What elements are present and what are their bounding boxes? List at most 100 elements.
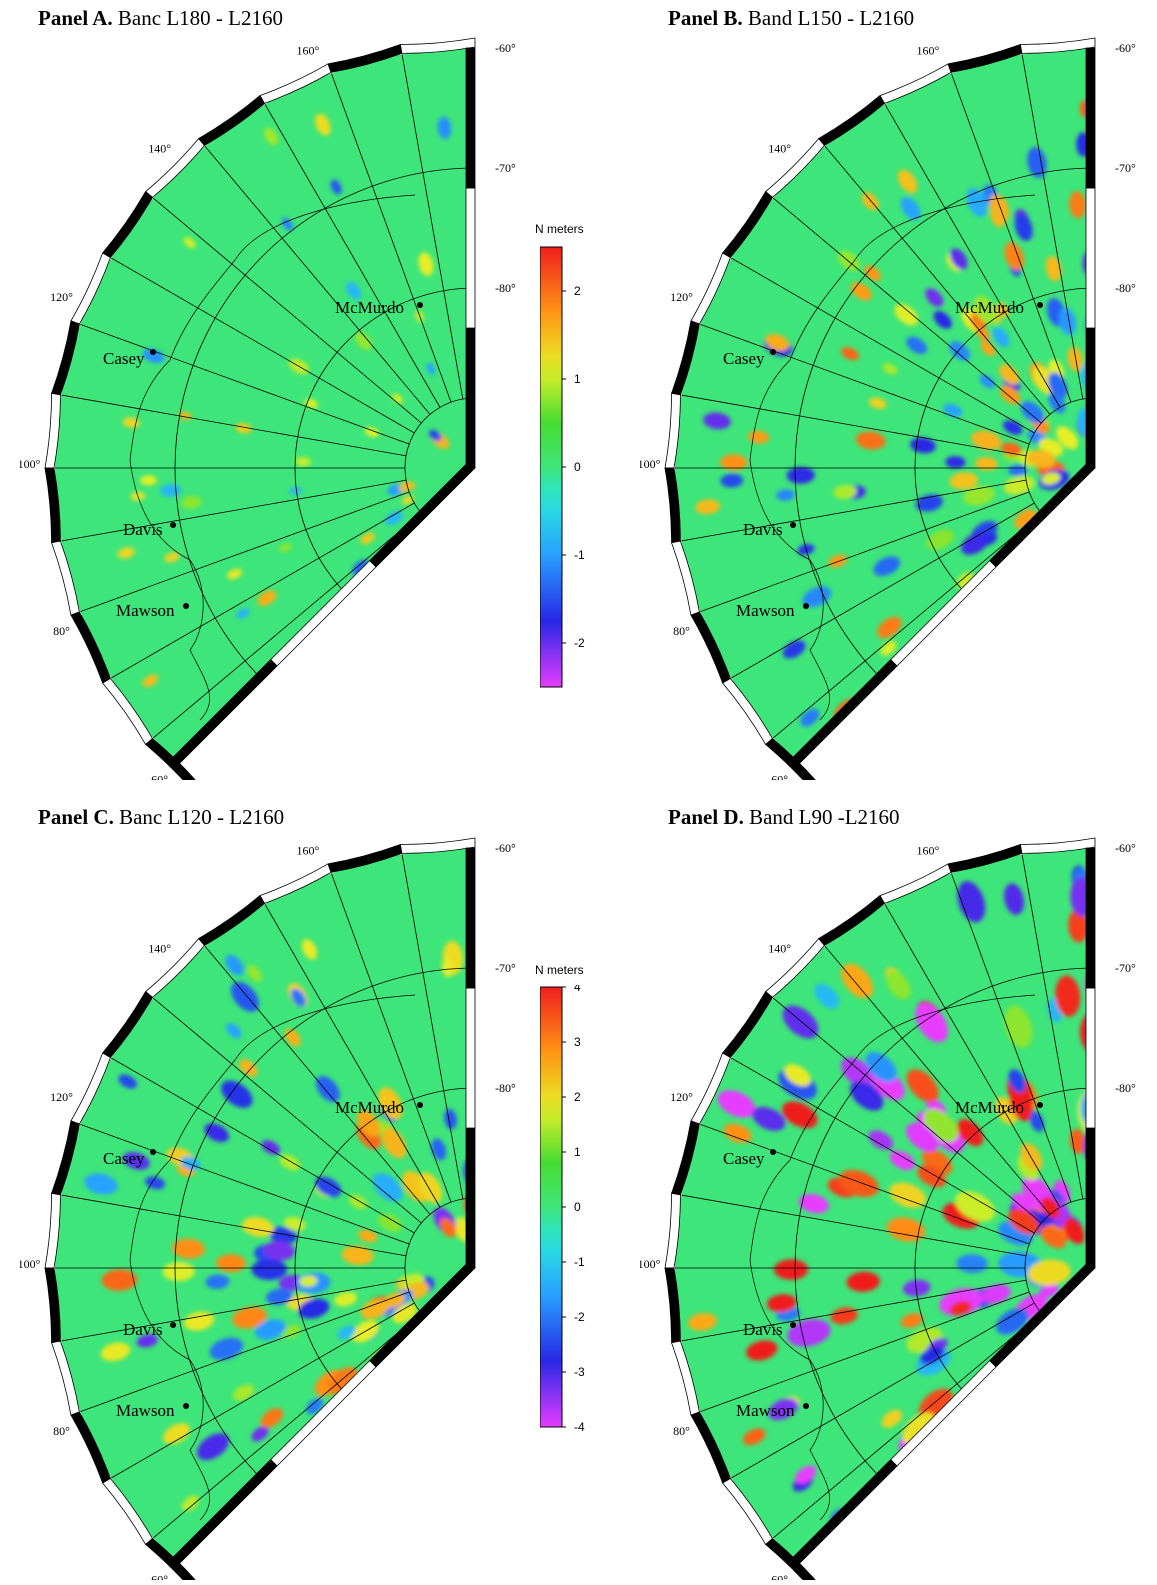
longitude-label: 120° <box>50 1090 73 1104</box>
station-label: Casey <box>103 349 145 368</box>
meridian-line <box>681 394 1027 457</box>
frame-segment <box>144 1538 196 1580</box>
longitude-label: 140° <box>148 942 171 956</box>
meridian-line <box>681 1279 1027 1342</box>
latitude-label: -60° <box>495 841 516 855</box>
coastline <box>129 194 416 721</box>
colorbar-tick-label: -2 <box>574 1310 585 1324</box>
colorbar-tick-label: 3 <box>574 1035 581 1049</box>
longitude-label: 100° <box>20 1257 41 1271</box>
colorbar-top-scale: 2 1 0 -1 -2 <box>540 246 585 688</box>
station-label: Davis <box>743 520 783 539</box>
meridian-line <box>153 1312 422 1539</box>
latitude-circle <box>794 167 1096 681</box>
frame-edge <box>171 659 278 766</box>
coastline <box>749 994 1036 1521</box>
station-label: Davis <box>743 1320 783 1339</box>
geoid-field <box>54 48 476 765</box>
latitude-circle <box>404 1197 476 1318</box>
meridian-line <box>824 946 1051 1215</box>
meridian-line <box>700 1123 1030 1245</box>
longitude-label: 80° <box>673 624 690 638</box>
station-marker <box>803 603 809 609</box>
colorbar-gradient <box>540 986 563 1428</box>
meridian-line <box>204 146 431 415</box>
meridian-line <box>681 1194 1027 1257</box>
meridian-line <box>264 104 441 408</box>
meridian-line <box>1021 54 1084 400</box>
longitude-label: 100° <box>20 457 41 471</box>
meridian-line <box>884 904 1061 1208</box>
station-label: Davis <box>123 520 163 539</box>
colorbar-tick-label: 1 <box>574 372 581 386</box>
latitude-label: -80° <box>1115 1081 1136 1095</box>
frame-edge <box>171 1459 278 1566</box>
latitude-label: -80° <box>495 281 516 295</box>
latitude-circle <box>294 287 476 596</box>
longitude-label: 120° <box>670 290 693 304</box>
station-marker <box>1037 302 1043 308</box>
panel-b-map: 180160°140°120°100°80°60°-60°-70°-80°McM… <box>640 37 1136 780</box>
panel-a-map: 180160°140°120°100°80°60°-60°-70°-80°McM… <box>20 37 516 780</box>
station-label: Mawson <box>116 1401 175 1420</box>
panel-c-map: 180160°140°120°100°80°60°-60°-70°-80°McM… <box>20 837 516 1580</box>
meridian-line <box>111 502 415 679</box>
station-label: Davis <box>123 1320 163 1339</box>
longitude-label: 160° <box>917 43 940 57</box>
meridian-line <box>401 54 464 400</box>
colorbar-tick-label: -4 <box>574 1420 585 1434</box>
station-marker <box>150 1149 156 1155</box>
longitude-label: 160° <box>297 43 320 57</box>
meridian-line <box>111 1302 415 1479</box>
meridian-line <box>401 854 464 1200</box>
colorbar-gradient <box>540 246 563 688</box>
meridian-line <box>61 1194 407 1257</box>
panel-d-map: 180160°140°120°100°80°60°-60°-70°-80°McM… <box>640 837 1136 1580</box>
latitude-circle <box>404 397 476 518</box>
frame-segment <box>764 1538 816 1580</box>
colorbar-tick-label: 1 <box>574 1145 581 1159</box>
frame-segment <box>764 738 816 780</box>
longitude-label: 80° <box>53 624 70 638</box>
panel-b-title: Panel B. Band L150 - L2160 <box>668 6 915 30</box>
meridian-line <box>80 491 410 613</box>
station-marker <box>417 1102 423 1108</box>
meridian-line <box>700 323 1030 445</box>
meridian-line <box>153 512 422 739</box>
meridian-line <box>61 1279 407 1342</box>
longitude-label: 140° <box>148 142 171 156</box>
colorbar-tick-label: 2 <box>574 284 581 298</box>
meridian-line <box>700 1291 1030 1413</box>
meridian-line <box>61 394 407 457</box>
anomaly-blobs <box>84 939 476 1512</box>
station-marker <box>183 1403 189 1409</box>
meridian-line <box>773 1312 1042 1539</box>
meridian-line <box>80 1123 410 1245</box>
geoid-field <box>54 848 476 1565</box>
colorbar-tick-label: 2 <box>574 1090 581 1104</box>
station-marker <box>1037 1102 1043 1108</box>
station-marker <box>790 522 796 528</box>
station-label: Casey <box>723 349 765 368</box>
longitude-label: 100° <box>640 457 661 471</box>
meridian-line <box>264 904 441 1208</box>
meridian-line <box>330 873 452 1203</box>
longitude-label: 60° <box>771 772 788 780</box>
frame-edge <box>465 47 476 189</box>
frame-edge <box>465 847 476 989</box>
station-marker <box>150 349 156 355</box>
meridian-line <box>681 479 1027 542</box>
meridian-line <box>80 1291 410 1413</box>
longitude-label: 60° <box>151 772 168 780</box>
station-marker <box>770 1149 776 1155</box>
station-marker <box>170 1322 176 1328</box>
station-marker <box>170 522 176 528</box>
longitude-label: 80° <box>53 1424 70 1438</box>
latitude-label: -70° <box>1115 161 1136 175</box>
latitude-circle <box>174 167 476 681</box>
station-label: McMurdo <box>335 1098 404 1117</box>
colorbar-tick-label: -3 <box>574 1365 585 1379</box>
frame-edge <box>791 659 898 766</box>
frame-edge <box>1085 847 1096 989</box>
frame-edge <box>465 327 476 469</box>
